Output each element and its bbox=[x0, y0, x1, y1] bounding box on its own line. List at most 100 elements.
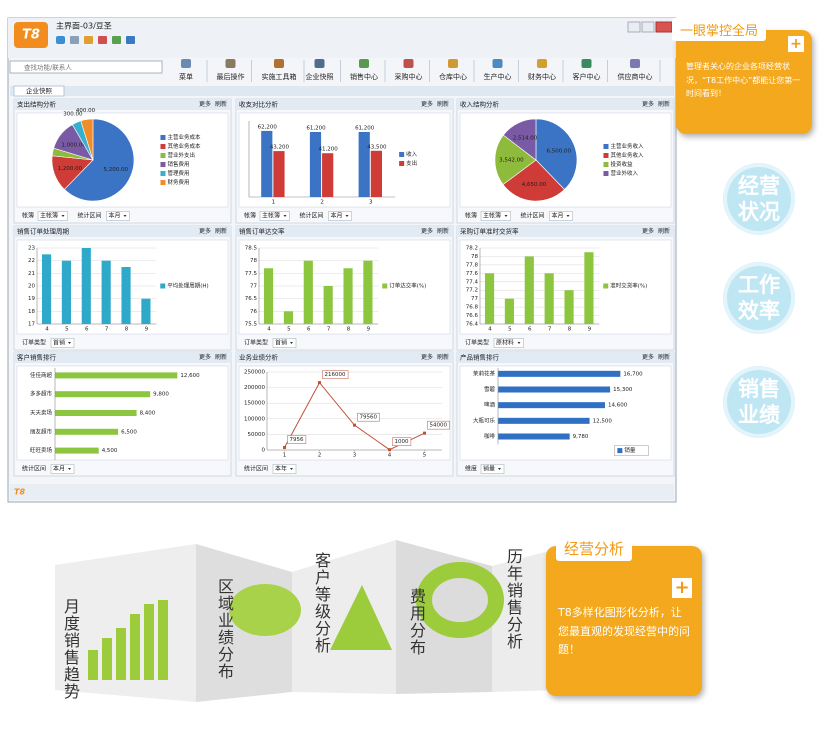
legend-label: 准时交货率(%) bbox=[610, 282, 647, 290]
x-tick-label: 7 bbox=[548, 327, 552, 333]
data-label: 9,780 bbox=[573, 434, 589, 440]
dropdown[interactable] bbox=[50, 464, 75, 474]
toolbar-item[interactable]: 最后操作 bbox=[217, 72, 245, 81]
more-link[interactable]: 更多 bbox=[199, 227, 211, 235]
label-box bbox=[392, 437, 412, 446]
pie-slice bbox=[494, 134, 537, 185]
icon[interactable] bbox=[112, 36, 121, 44]
toolbar-icon[interactable] bbox=[581, 59, 592, 68]
dropdown-arrow bbox=[498, 468, 501, 470]
toolbar-item[interactable]: 仓库中心 bbox=[439, 72, 467, 81]
refresh-link[interactable]: 刷新 bbox=[437, 227, 449, 235]
toolbar-item[interactable]: 采购中心 bbox=[395, 72, 423, 81]
refresh-link[interactable]: 刷新 bbox=[437, 100, 449, 108]
toolbar-icon[interactable] bbox=[630, 59, 640, 68]
more-link[interactable]: 更多 bbox=[421, 227, 433, 235]
dropdown[interactable] bbox=[272, 338, 297, 348]
data-label: 4,500 bbox=[102, 448, 118, 454]
data-label: 61,200 bbox=[355, 125, 375, 131]
marker bbox=[283, 446, 286, 450]
toolbar-item[interactable]: 销售中心 bbox=[350, 72, 378, 81]
toolbar-icon[interactable] bbox=[359, 59, 369, 68]
label-box bbox=[322, 370, 349, 379]
dropdown[interactable] bbox=[549, 211, 573, 221]
toolbar-icon[interactable] bbox=[274, 59, 284, 68]
banner-label: 区域业绩分布 bbox=[215, 578, 234, 680]
maximize-button[interactable] bbox=[641, 21, 655, 33]
y-tick-label: 150000 bbox=[244, 401, 265, 407]
more-link[interactable]: 更多 bbox=[199, 353, 211, 361]
legend-box bbox=[614, 445, 649, 456]
bar bbox=[283, 311, 293, 324]
bar bbox=[498, 386, 611, 393]
toolbar-icon[interactable] bbox=[492, 59, 503, 68]
toolbar-icon[interactable] bbox=[537, 59, 547, 68]
toolbar-item[interactable]: 财务中心 bbox=[528, 72, 556, 81]
dropdown[interactable] bbox=[106, 211, 130, 221]
dropdown[interactable] bbox=[328, 211, 352, 221]
toolbar-item[interactable]: 实施工具箱 bbox=[262, 72, 297, 81]
search-placeholder: 查找功能/联系人 bbox=[24, 63, 72, 72]
legend-swatch bbox=[160, 283, 166, 289]
refresh-link[interactable]: 刷新 bbox=[658, 353, 670, 361]
refresh-link[interactable]: 刷新 bbox=[215, 353, 227, 361]
dropdown[interactable] bbox=[259, 211, 290, 221]
refresh-link[interactable]: 刷新 bbox=[437, 353, 449, 361]
dropdown[interactable] bbox=[50, 338, 75, 348]
panel: 收入结构分析 更多 刷新 6,500.00 4,650.00 3,542.00 2,514.… bbox=[456, 98, 675, 224]
refresh-link[interactable]: 刷新 bbox=[658, 227, 670, 235]
x-tick-label: 7 bbox=[105, 327, 109, 333]
tab-label: 企业快照 bbox=[26, 86, 53, 95]
dropdown[interactable] bbox=[493, 338, 524, 348]
icon[interactable] bbox=[98, 36, 107, 44]
toolbar-icon[interactable] bbox=[181, 59, 191, 68]
panel: 收支对比分析 更多 刷新 1 62,200 43,200 2 61,200 41,200 3 61,… bbox=[235, 98, 454, 224]
more-link[interactable]: 更多 bbox=[199, 100, 211, 108]
more-link[interactable]: 更多 bbox=[642, 100, 654, 108]
dropdown-arrow bbox=[68, 468, 71, 470]
close-button[interactable] bbox=[655, 21, 673, 33]
legend-swatch bbox=[603, 162, 609, 167]
bar bbox=[55, 447, 99, 454]
toolbar-icon[interactable] bbox=[314, 59, 325, 68]
icon[interactable] bbox=[126, 36, 135, 44]
control-label: 统计区间 bbox=[300, 212, 324, 220]
minimize-button[interactable] bbox=[627, 21, 641, 33]
category-label: 大瓶可乐 bbox=[473, 416, 496, 424]
data-label: 4,650.00 bbox=[522, 182, 547, 188]
refresh-link[interactable]: 刷新 bbox=[658, 100, 670, 108]
icon[interactable] bbox=[56, 36, 65, 44]
toolbar-item[interactable]: 生产中心 bbox=[484, 72, 512, 81]
control-label: 订单类型 bbox=[244, 339, 268, 347]
toolbar-item[interactable]: 供应商中心 bbox=[618, 72, 653, 81]
dropdown[interactable] bbox=[480, 464, 505, 474]
toolbar-icon[interactable] bbox=[448, 59, 458, 68]
category-label: 天天卖场 bbox=[30, 409, 53, 417]
dropdown-arrow bbox=[283, 215, 287, 217]
more-link[interactable]: 更多 bbox=[642, 227, 654, 235]
legend-label: 销售费用 bbox=[167, 160, 189, 168]
toolbar-item[interactable]: 客户中心 bbox=[573, 72, 601, 81]
dropdown[interactable] bbox=[480, 211, 511, 221]
search-box[interactable] bbox=[9, 60, 163, 74]
more-link[interactable]: 更多 bbox=[642, 353, 654, 361]
data-label: 216000 bbox=[325, 372, 346, 378]
more-link[interactable]: 更多 bbox=[421, 100, 433, 108]
legend-swatch bbox=[160, 180, 166, 185]
more-link[interactable]: 更多 bbox=[421, 353, 433, 361]
toolbar-item[interactable]: 企业快照 bbox=[306, 72, 334, 81]
tab[interactable] bbox=[13, 85, 65, 97]
refresh-link[interactable]: 刷新 bbox=[215, 100, 227, 108]
panel-header bbox=[236, 226, 453, 237]
toolbar-icon[interactable] bbox=[225, 59, 236, 68]
toolbar-item[interactable]: 菜单 bbox=[179, 72, 193, 81]
data-label: 1000 bbox=[395, 439, 409, 445]
dropdown[interactable] bbox=[37, 211, 68, 221]
refresh-link[interactable]: 刷新 bbox=[215, 227, 227, 235]
icon[interactable] bbox=[84, 36, 93, 44]
bar bbox=[323, 286, 333, 324]
panel-title: 支出结构分析 bbox=[17, 100, 57, 109]
icon[interactable] bbox=[70, 36, 79, 44]
dropdown[interactable] bbox=[272, 464, 297, 474]
toolbar-icon[interactable] bbox=[403, 59, 414, 68]
